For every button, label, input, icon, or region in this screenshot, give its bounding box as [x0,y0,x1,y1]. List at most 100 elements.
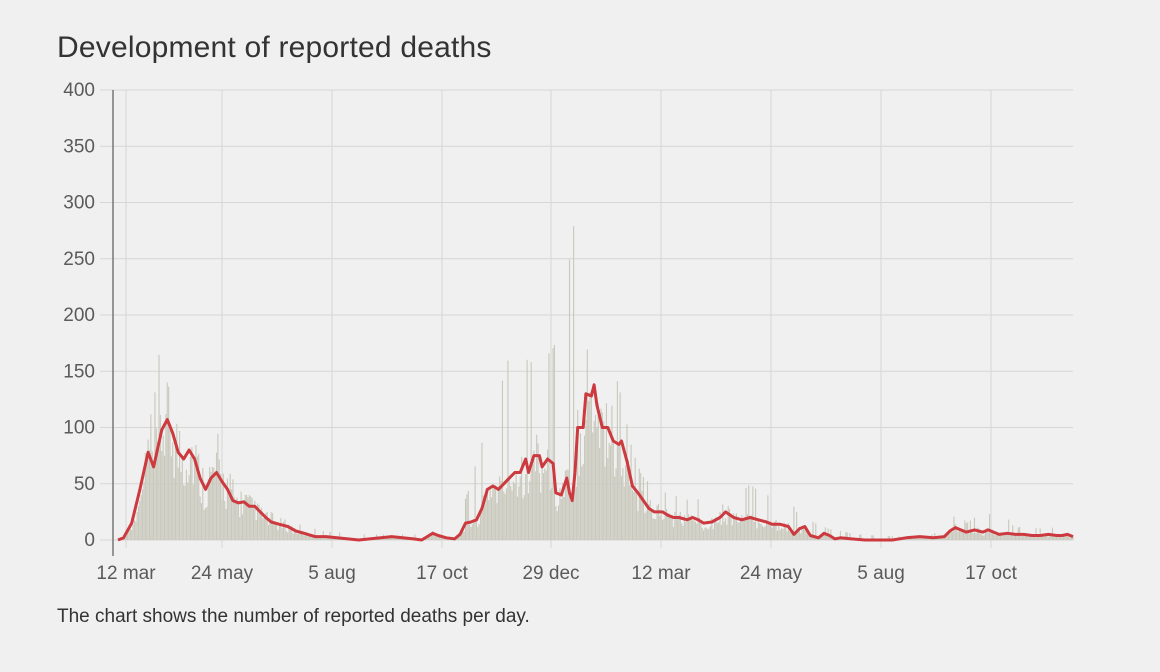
bar [779,529,781,540]
bar [137,506,140,540]
bar [644,513,646,540]
bar [432,531,434,540]
bar [289,530,291,540]
bar [805,526,807,540]
bar [952,532,954,540]
y-tick-label: 150 [63,361,95,382]
bar [318,537,320,540]
y-tick-label: 50 [74,474,95,495]
bar [295,530,297,540]
bar [235,501,237,540]
bar [1034,536,1036,540]
bar [192,484,194,540]
bar [718,522,720,540]
bar [599,448,601,540]
bar [986,527,988,540]
bar [210,471,212,540]
bar [631,490,633,540]
bar [497,486,499,540]
bar [1040,534,1043,540]
bar [812,521,814,540]
bar [652,518,654,540]
bar [259,511,261,540]
x-tick-label: 29 dec [522,563,579,584]
bar-series [122,226,1074,541]
bar [709,526,711,540]
bar [553,344,556,540]
bar [144,452,146,540]
x-tick-label: 17 oct [416,563,468,584]
bar [529,481,531,540]
bar [988,514,991,540]
bar [308,535,311,540]
bar [174,438,177,540]
x-tick-label: 12 mar [96,563,156,584]
bar [1046,534,1048,540]
bar [486,493,488,540]
bar [783,522,785,540]
bar [723,521,725,540]
bar [258,504,260,540]
bar [157,441,159,540]
bar [746,514,748,540]
bar [971,532,973,540]
bar [759,523,761,540]
bar [828,535,831,540]
y-tick-label: 300 [63,193,95,214]
bar [214,474,216,540]
bar [1008,519,1010,540]
bar [703,530,705,540]
bar [913,537,915,540]
x-tick-label: 5 aug [308,563,356,584]
bar [495,485,497,540]
bar [560,498,562,540]
bar [514,483,516,540]
bar [657,503,659,540]
bar [683,515,685,540]
bar [541,463,543,540]
bar [496,503,498,540]
bar [616,381,618,540]
bar [272,512,274,540]
bar [583,435,586,540]
bar [664,492,666,540]
bar [273,522,275,540]
bar [1062,535,1064,540]
bar [581,466,583,540]
bar [170,456,172,540]
bar [731,525,733,540]
bar [205,508,207,540]
bar [464,498,467,540]
bar [764,526,766,540]
bar [648,504,650,540]
bar [519,476,521,540]
bar [596,426,598,540]
bar [202,468,204,540]
bar [484,494,486,540]
bar [291,525,293,540]
bar [281,528,283,540]
bar [808,534,810,540]
bar [128,528,130,540]
bar [563,496,565,540]
bar [206,506,208,540]
bar [430,534,432,540]
bar [501,380,504,540]
bar [802,527,805,540]
bar [756,528,758,540]
bar [188,475,190,540]
bar [276,523,278,540]
bar [143,481,145,540]
bar [315,537,317,540]
bar [132,524,134,540]
bar [601,412,603,540]
bar [744,517,746,540]
bar [544,468,546,540]
bar [813,537,815,540]
bar [426,537,428,540]
bar [719,512,721,540]
bar [547,449,549,540]
bar [608,442,610,540]
bar [915,537,917,540]
bar [574,461,576,540]
